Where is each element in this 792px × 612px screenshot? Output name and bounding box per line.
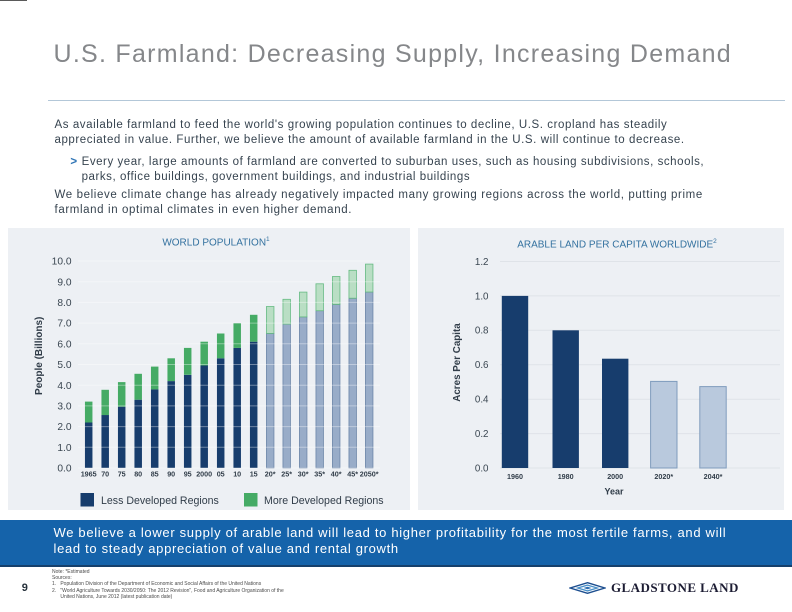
svg-text:25*: 25* xyxy=(281,470,292,479)
svg-text:People (Billions): People (Billions) xyxy=(34,317,45,395)
svg-text:1960: 1960 xyxy=(507,472,523,481)
svg-text:05: 05 xyxy=(217,470,225,479)
svg-text:0.8: 0.8 xyxy=(475,326,489,337)
svg-text:1.2: 1.2 xyxy=(475,257,489,268)
svg-text:80: 80 xyxy=(134,470,142,479)
svg-text:0.6: 0.6 xyxy=(475,360,489,371)
svg-text:Acres Per Capita: Acres Per Capita xyxy=(452,323,463,402)
svg-text:85: 85 xyxy=(151,470,159,479)
svg-text:2.0: 2.0 xyxy=(57,422,71,433)
svg-text:30*: 30* xyxy=(298,470,309,479)
svg-text:35*: 35* xyxy=(314,470,325,479)
svg-text:4.0: 4.0 xyxy=(57,381,71,392)
svg-text:8.0: 8.0 xyxy=(57,298,71,309)
svg-text:2050*: 2050* xyxy=(360,470,379,479)
svg-text:1965: 1965 xyxy=(81,470,97,479)
svg-text:9.0: 9.0 xyxy=(57,277,71,288)
svg-text:90: 90 xyxy=(167,470,175,479)
svg-text:45*: 45* xyxy=(347,470,358,479)
svg-text:40*: 40* xyxy=(331,470,342,479)
svg-text:1.0: 1.0 xyxy=(475,291,489,302)
svg-text:0.4: 0.4 xyxy=(475,395,489,406)
svg-text:20*: 20* xyxy=(265,470,276,479)
svg-text:0.0: 0.0 xyxy=(57,464,71,475)
svg-text:7.0: 7.0 xyxy=(57,319,71,330)
svg-text:10: 10 xyxy=(233,470,241,479)
svg-text:10.0: 10.0 xyxy=(52,257,72,268)
svg-text:Less Developed Regions: Less Developed Regions xyxy=(101,495,219,507)
svg-text:6.0: 6.0 xyxy=(57,339,71,350)
svg-text:2000: 2000 xyxy=(196,470,212,479)
svg-text:15: 15 xyxy=(250,470,258,479)
svg-text:2040*: 2040* xyxy=(704,472,723,481)
svg-text:More Developed Regions: More Developed Regions xyxy=(264,495,384,507)
svg-text:Year: Year xyxy=(604,487,624,497)
svg-text:75: 75 xyxy=(118,470,126,479)
svg-text:0.2: 0.2 xyxy=(475,429,489,440)
svg-text:95: 95 xyxy=(184,470,192,479)
svg-text:2000: 2000 xyxy=(607,472,623,481)
svg-text:3.0: 3.0 xyxy=(57,402,71,413)
svg-text:70: 70 xyxy=(101,470,109,479)
svg-text:1.0: 1.0 xyxy=(57,443,71,454)
svg-text:0.0: 0.0 xyxy=(475,463,489,474)
svg-text:5.0: 5.0 xyxy=(57,360,71,371)
svg-text:2020*: 2020* xyxy=(654,472,673,481)
svg-text:1980: 1980 xyxy=(558,472,574,481)
